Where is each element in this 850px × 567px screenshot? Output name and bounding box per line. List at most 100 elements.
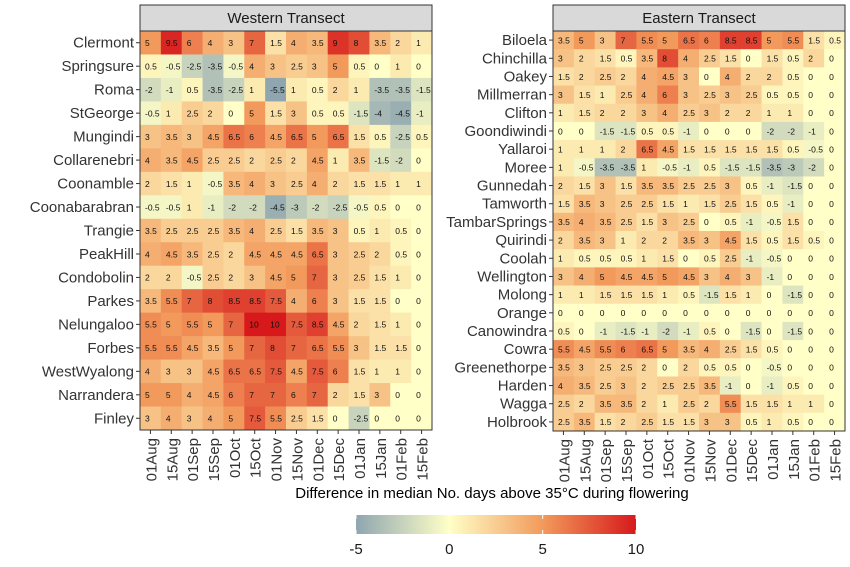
cell-value-label: 1.5 [641, 290, 653, 300]
cell-value-label: 0 [704, 72, 709, 82]
heatmap-cell [369, 359, 391, 384]
heatmap-cell [803, 249, 825, 268]
y-tick-label: Mungindi [73, 129, 134, 146]
y-tick-label: Roma [94, 82, 135, 99]
cell-value-label: 0.5 [746, 417, 758, 427]
heatmap-cell [265, 195, 287, 220]
heatmap-cell [244, 171, 266, 196]
heatmap-cell [761, 176, 783, 196]
heatmap-cell [160, 336, 183, 360]
heatmap-cell [615, 121, 637, 141]
cell-value-label: 2 [641, 235, 646, 245]
cell-value-label: 3 [725, 90, 730, 100]
heatmap-cell [803, 103, 825, 123]
heatmap-cell [594, 176, 616, 196]
heatmap-cell [740, 49, 762, 68]
heatmap-cell [740, 285, 762, 305]
heatmap-cell [553, 285, 575, 305]
heatmap-cell [411, 124, 433, 149]
heatmap-cell [411, 383, 433, 407]
cell-value-label: 1 [395, 273, 400, 283]
heatmap-cell [615, 285, 637, 305]
heatmap-cell [411, 31, 433, 55]
heatmap-cell [761, 340, 783, 359]
colorbar-gradient [356, 515, 636, 534]
cell-value-label: 0 [621, 308, 626, 318]
heatmap-cell [265, 312, 287, 337]
cell-value-label: 1.5 [746, 235, 758, 245]
cell-value-label: 0 [808, 363, 813, 373]
y-tick-label: Goondiwindi [464, 123, 547, 140]
panel-strip [139, 4, 433, 32]
heatmap-cell [223, 406, 245, 431]
heatmap-cell [265, 406, 287, 431]
cell-value-label: 0.5 [600, 254, 612, 264]
heatmap-cell [327, 359, 349, 384]
heatmap-cell [699, 31, 721, 50]
panel-strip [552, 4, 846, 32]
heatmap-cell [553, 176, 575, 196]
heatmap-cell [740, 103, 762, 123]
heatmap-cell [553, 194, 575, 214]
cell-value-label: 6 [662, 90, 667, 100]
heatmap-cell [719, 140, 742, 159]
cell-value-label: 2 [558, 235, 563, 245]
heatmap-cell [369, 171, 391, 196]
cell-value-label: 5.5 [600, 344, 612, 354]
heatmap-cell [699, 267, 721, 286]
heatmap-cell [740, 321, 762, 341]
heatmap-cell [782, 249, 804, 268]
heatmap-cell [286, 336, 308, 360]
heatmap-cell [202, 289, 224, 314]
heatmap-cell [678, 394, 700, 414]
heatmap-cell [636, 303, 658, 323]
heatmap-cell [657, 358, 679, 377]
heatmap-cell [803, 176, 825, 196]
cell-value-label: 10 [249, 320, 259, 330]
heatmap-cell [140, 312, 162, 337]
panel-title: Western Transect [227, 10, 345, 27]
heatmap-cell [699, 285, 721, 305]
eastern-transect-panel: Eastern Transect 3.5 5 3 7 5.5 5 6.5 6 8.5 8.5 5 5.5… [446, 4, 846, 483]
cell-value-label: 4.5 [291, 249, 303, 259]
cell-value-label: 1.5 [579, 108, 591, 118]
x-tick-label: 01Dec [723, 439, 740, 483]
heatmap-cell [615, 321, 637, 341]
cell-value-label: 2.5 [621, 199, 633, 209]
cell-value-label: 5 [228, 414, 233, 424]
heatmap-cell [699, 321, 721, 341]
cell-value-label: 2 [683, 363, 688, 373]
heatmap-cell [286, 242, 308, 267]
heatmap-cell [244, 265, 266, 290]
heatmap-cell [782, 31, 804, 50]
heatmap-cell [573, 358, 596, 377]
cell-value-label: 2.5 [354, 249, 366, 259]
heatmap-cell [160, 77, 183, 102]
heatmap-cell [244, 312, 266, 337]
heatmap-cell [678, 321, 700, 341]
cell-value-label: 6.5 [641, 344, 653, 354]
heatmap-cell [761, 31, 783, 50]
heatmap-cell [223, 383, 245, 407]
cell-value-label: 4.5 [333, 320, 345, 330]
heatmap-cell [740, 67, 762, 86]
heatmap-cell [202, 54, 224, 79]
heatmap-cell [636, 85, 658, 105]
cell-value-label: 4 [579, 272, 584, 282]
cell-value-label: 3.5 [683, 235, 695, 245]
heatmap-cell [803, 85, 825, 105]
cell-value-label: 1.5 [746, 399, 758, 409]
heatmap-cell [657, 140, 679, 159]
cell-value-label: 2.5 [558, 399, 570, 409]
cell-value-label: -2.5 [354, 414, 369, 424]
heatmap-cell [824, 267, 846, 286]
cell-value-label: 2.5 [641, 417, 653, 427]
heatmap-cell [678, 194, 700, 214]
cell-value-label: 7 [187, 296, 192, 306]
cell-value-label: 0 [416, 367, 421, 377]
cell-value-label: -4 [374, 108, 382, 118]
heatmap-cell [390, 336, 412, 360]
heatmap-cell [265, 242, 287, 267]
heatmap-cell [761, 285, 783, 305]
cell-value-label: -1 [808, 126, 816, 136]
